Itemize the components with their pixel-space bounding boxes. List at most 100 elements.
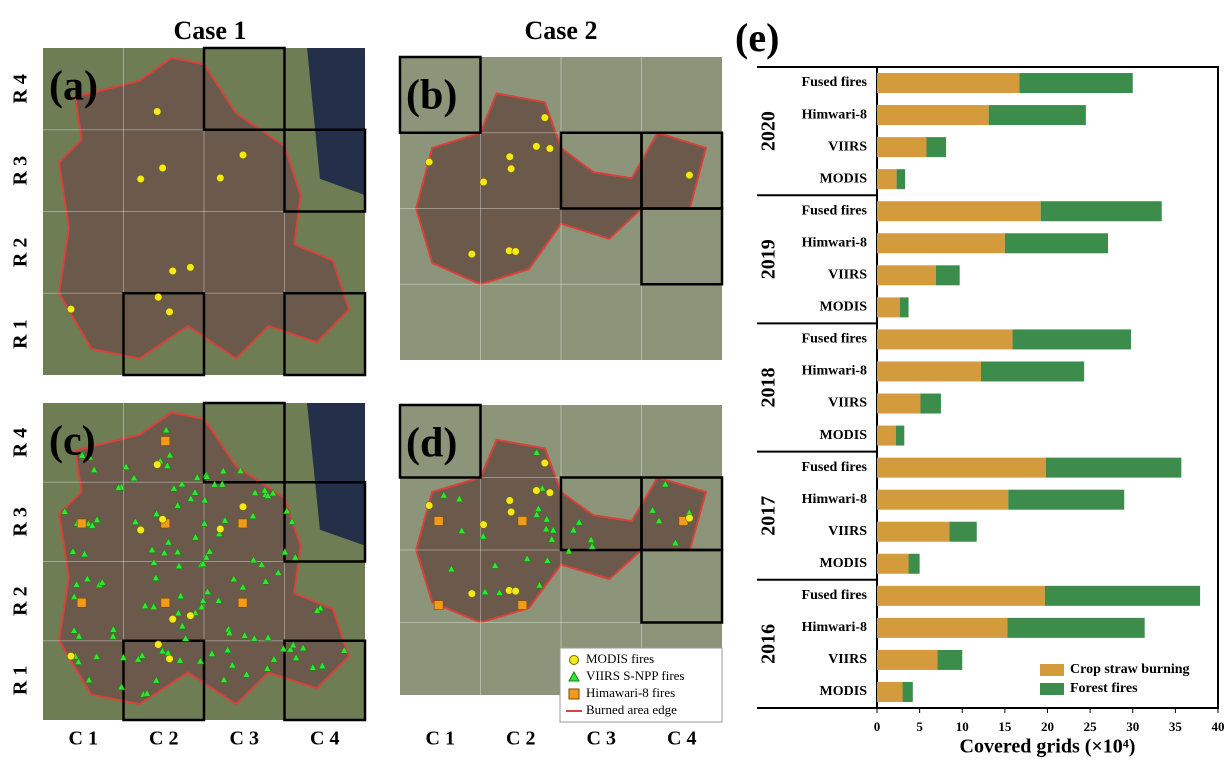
modis-fire: [187, 612, 195, 620]
y-tick-label: MODIS: [820, 684, 868, 699]
bar-segment: [877, 233, 1005, 253]
bar-segment: [989, 105, 1086, 125]
modis-fire: [217, 174, 225, 182]
col-label: C 1: [426, 728, 455, 750]
panel-label: (a): [49, 64, 98, 110]
himawari-fire: [434, 517, 443, 526]
x-tick-label: 15: [998, 719, 1012, 734]
y-tick-label: Fused fires: [802, 203, 868, 218]
row-label: R 1: [10, 319, 32, 348]
x-axis-label: Covered grids (×10⁴): [960, 736, 1136, 758]
map-legend: MODIS firesVIIRS S-NPP firesHimawari-8 f…: [560, 648, 722, 722]
modis-fire: [137, 526, 145, 534]
modis-fire: [512, 587, 520, 595]
modis-fire: [546, 489, 554, 497]
himawari-fire: [434, 601, 443, 610]
x-tick-label: 25: [1084, 719, 1098, 734]
bar-segment: [926, 137, 946, 157]
modis-fire: [512, 248, 520, 256]
himawari-fire: [77, 598, 86, 607]
modis-fire: [137, 175, 145, 183]
modis-fire: [507, 165, 515, 173]
bar-segment: [897, 169, 906, 189]
y-tick-label: Himwari-8: [802, 364, 867, 379]
row-label: R 3: [10, 156, 32, 185]
bar-segment: [877, 458, 1046, 478]
bar-segment: [877, 137, 926, 157]
bar-segment: [877, 201, 1041, 221]
map-panel: (a)R 4R 3R 2R 1: [10, 48, 365, 375]
modis-fire: [166, 655, 174, 663]
col-label: C 1: [69, 728, 98, 750]
y-tick-label: VIIRS: [828, 396, 867, 411]
bar-segment: [877, 554, 909, 574]
maps: (a)R 4R 3R 2R 1(b)(c)C 1C 2C 3C 4R 4R 3R…: [10, 48, 722, 750]
group-label: 2019: [758, 239, 780, 279]
modis-fire: [425, 502, 433, 510]
y-tick-label: VIIRS: [828, 139, 867, 154]
panel-label: (d): [406, 421, 457, 467]
legend-swatch: [1040, 664, 1064, 676]
bar-segment: [877, 618, 1007, 638]
modis-fire: [541, 459, 549, 467]
modis-fire: [480, 178, 488, 186]
modis-fire: [506, 153, 514, 161]
y-tick-label: Himwari-8: [802, 620, 867, 635]
modis-fire: [159, 516, 167, 524]
modis-fire: [67, 652, 75, 660]
bar-segment: [877, 522, 949, 542]
y-tick-label: Himwari-8: [802, 235, 867, 250]
bar-chart: 0510152025303540Covered grids (×10⁴)Fuse…: [757, 67, 1225, 758]
modis-fire: [468, 250, 476, 258]
legend-label: VIIRS S-NPP fires: [586, 668, 684, 683]
modis-fire: [506, 497, 514, 505]
row-label: R 4: [10, 428, 32, 457]
group-label: 2016: [758, 624, 780, 664]
himawari-fire: [161, 598, 170, 607]
group-label: 2020: [758, 111, 780, 151]
modis-fire: [67, 305, 75, 313]
bar-segment: [896, 426, 905, 446]
modis-fire: [239, 503, 247, 511]
bar-segment: [1013, 329, 1131, 349]
panel-label: (b): [406, 73, 457, 119]
panel-label: (c): [49, 419, 96, 465]
bar-segment: [1041, 201, 1162, 221]
modis-fire: [166, 308, 174, 316]
legend-marker: [570, 656, 579, 665]
col-label: C 2: [149, 728, 178, 750]
modis-fire: [154, 293, 162, 301]
modis-fire: [159, 164, 167, 172]
legend-label: Crop straw burning: [1070, 662, 1190, 677]
modis-fire: [187, 264, 195, 272]
legend-marker: [569, 689, 579, 699]
bar-segment: [936, 265, 960, 285]
row-label: R 3: [10, 507, 32, 536]
bar-segment: [877, 73, 1019, 93]
bar-segment: [877, 329, 1013, 349]
bar-segment: [877, 361, 981, 381]
x-tick-label: 30: [1126, 719, 1139, 734]
himawari-fire: [518, 517, 527, 526]
modis-fire: [217, 525, 225, 533]
bar-segment: [877, 265, 936, 285]
modis-fire: [154, 641, 162, 649]
case-title: Case 1: [174, 16, 247, 45]
y-tick-label: Himwari-8: [802, 492, 867, 507]
y-tick-label: Fused fires: [802, 588, 868, 603]
col-label: C 3: [230, 728, 259, 750]
himawari-fire: [518, 601, 527, 610]
panel-label: (e): [735, 15, 779, 60]
row-label: R 2: [10, 586, 32, 615]
x-tick-label: 10: [956, 719, 969, 734]
himawari-fire: [238, 519, 247, 528]
plot-frame: [877, 67, 1218, 708]
y-tick-label: VIIRS: [828, 524, 867, 539]
legend-label: MODIS fires: [586, 651, 654, 666]
row-label: R 4: [10, 74, 32, 103]
bar-segment: [877, 394, 920, 414]
modis-fire: [153, 461, 161, 469]
y-tick-label: MODIS: [820, 428, 868, 443]
group-label: 2018: [758, 368, 780, 408]
group-label: 2017: [758, 496, 780, 536]
